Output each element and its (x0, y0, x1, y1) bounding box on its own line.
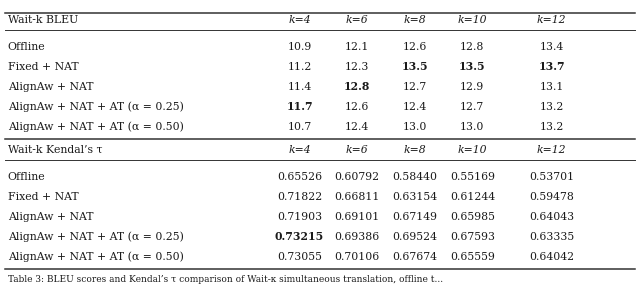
Text: 0.58440: 0.58440 (392, 172, 437, 182)
Text: 11.4: 11.4 (287, 82, 312, 92)
Text: k=12: k=12 (537, 15, 566, 25)
Text: 13.4: 13.4 (540, 42, 564, 52)
Text: 13.2: 13.2 (540, 122, 564, 132)
Text: 13.0: 13.0 (460, 122, 484, 132)
Text: Fixed + NAT: Fixed + NAT (8, 62, 78, 72)
Text: k=8: k=8 (403, 145, 426, 155)
Text: 11.2: 11.2 (287, 62, 312, 72)
Text: 12.7: 12.7 (403, 82, 427, 92)
Text: 0.55169: 0.55169 (450, 172, 495, 182)
Text: Wait-k BLEU: Wait-k BLEU (8, 15, 78, 25)
Text: 12.9: 12.9 (460, 82, 484, 92)
Text: AlignAw + NAT: AlignAw + NAT (8, 212, 93, 222)
Text: 0.71822: 0.71822 (277, 192, 322, 202)
Text: 0.73215: 0.73215 (275, 231, 324, 242)
Text: k=6: k=6 (346, 15, 369, 25)
Text: 0.67593: 0.67593 (450, 232, 495, 242)
Text: AlignAw + NAT + AT (α = 0.50): AlignAw + NAT + AT (α = 0.50) (8, 122, 184, 132)
Text: k=12: k=12 (537, 145, 566, 155)
Text: 12.4: 12.4 (345, 122, 369, 132)
Text: k=10: k=10 (458, 15, 487, 25)
Text: 0.69101: 0.69101 (335, 212, 380, 222)
Text: k=10: k=10 (458, 145, 487, 155)
Text: 12.6: 12.6 (345, 102, 369, 112)
Text: 12.3: 12.3 (345, 62, 369, 72)
Text: 0.63335: 0.63335 (529, 232, 574, 242)
Text: 0.64042: 0.64042 (529, 252, 574, 262)
Text: AlignAw + NAT + AT (α = 0.25): AlignAw + NAT + AT (α = 0.25) (8, 232, 184, 242)
Text: 13.7: 13.7 (538, 61, 565, 72)
Text: 13.5: 13.5 (459, 61, 486, 72)
Text: 0.53701: 0.53701 (529, 172, 574, 182)
Text: 13.0: 13.0 (403, 122, 427, 132)
Text: 0.71903: 0.71903 (277, 212, 322, 222)
Text: 12.6: 12.6 (403, 42, 427, 52)
Text: 0.65985: 0.65985 (450, 212, 495, 222)
Text: 12.8: 12.8 (460, 42, 484, 52)
Text: 0.63154: 0.63154 (392, 192, 437, 202)
Text: Offline: Offline (8, 172, 45, 182)
Text: AlignAw + NAT: AlignAw + NAT (8, 82, 93, 92)
Text: 0.60792: 0.60792 (335, 172, 380, 182)
Text: 13.2: 13.2 (540, 102, 564, 112)
Text: 0.64043: 0.64043 (529, 212, 574, 222)
Text: k=4: k=4 (288, 15, 311, 25)
Text: Offline: Offline (8, 42, 45, 52)
Text: Wait-k Kendal’s τ: Wait-k Kendal’s τ (8, 145, 102, 155)
Text: 0.69386: 0.69386 (335, 232, 380, 242)
Text: 0.67674: 0.67674 (392, 252, 437, 262)
Text: 0.61244: 0.61244 (450, 192, 495, 202)
Text: Fixed + NAT: Fixed + NAT (8, 192, 78, 202)
Text: 0.70106: 0.70106 (335, 252, 380, 262)
Text: 10.7: 10.7 (287, 122, 312, 132)
Text: 0.67149: 0.67149 (392, 212, 437, 222)
Text: 12.4: 12.4 (403, 102, 427, 112)
Text: 12.7: 12.7 (460, 102, 484, 112)
Text: 0.65526: 0.65526 (277, 172, 322, 182)
Text: 10.9: 10.9 (287, 42, 312, 52)
Text: 0.73055: 0.73055 (277, 252, 322, 262)
Text: 0.66811: 0.66811 (335, 192, 380, 202)
Text: 11.7: 11.7 (286, 101, 313, 112)
Text: 0.69524: 0.69524 (392, 232, 437, 242)
Text: 13.1: 13.1 (540, 82, 564, 92)
Text: k=4: k=4 (288, 145, 311, 155)
Text: 12.8: 12.8 (344, 81, 371, 92)
Text: 12.1: 12.1 (345, 42, 369, 52)
Text: 0.59478: 0.59478 (529, 192, 574, 202)
Text: k=6: k=6 (346, 145, 369, 155)
Text: Table 3: BLEU scores and Kendal’s τ comparison of Wait-κ simultaneous translatio: Table 3: BLEU scores and Kendal’s τ comp… (8, 275, 443, 284)
Text: k=8: k=8 (403, 15, 426, 25)
Text: 0.65559: 0.65559 (450, 252, 495, 262)
Text: AlignAw + NAT + AT (α = 0.50): AlignAw + NAT + AT (α = 0.50) (8, 252, 184, 262)
Text: 13.5: 13.5 (401, 61, 428, 72)
Text: AlignAw + NAT + AT (α = 0.25): AlignAw + NAT + AT (α = 0.25) (8, 102, 184, 112)
